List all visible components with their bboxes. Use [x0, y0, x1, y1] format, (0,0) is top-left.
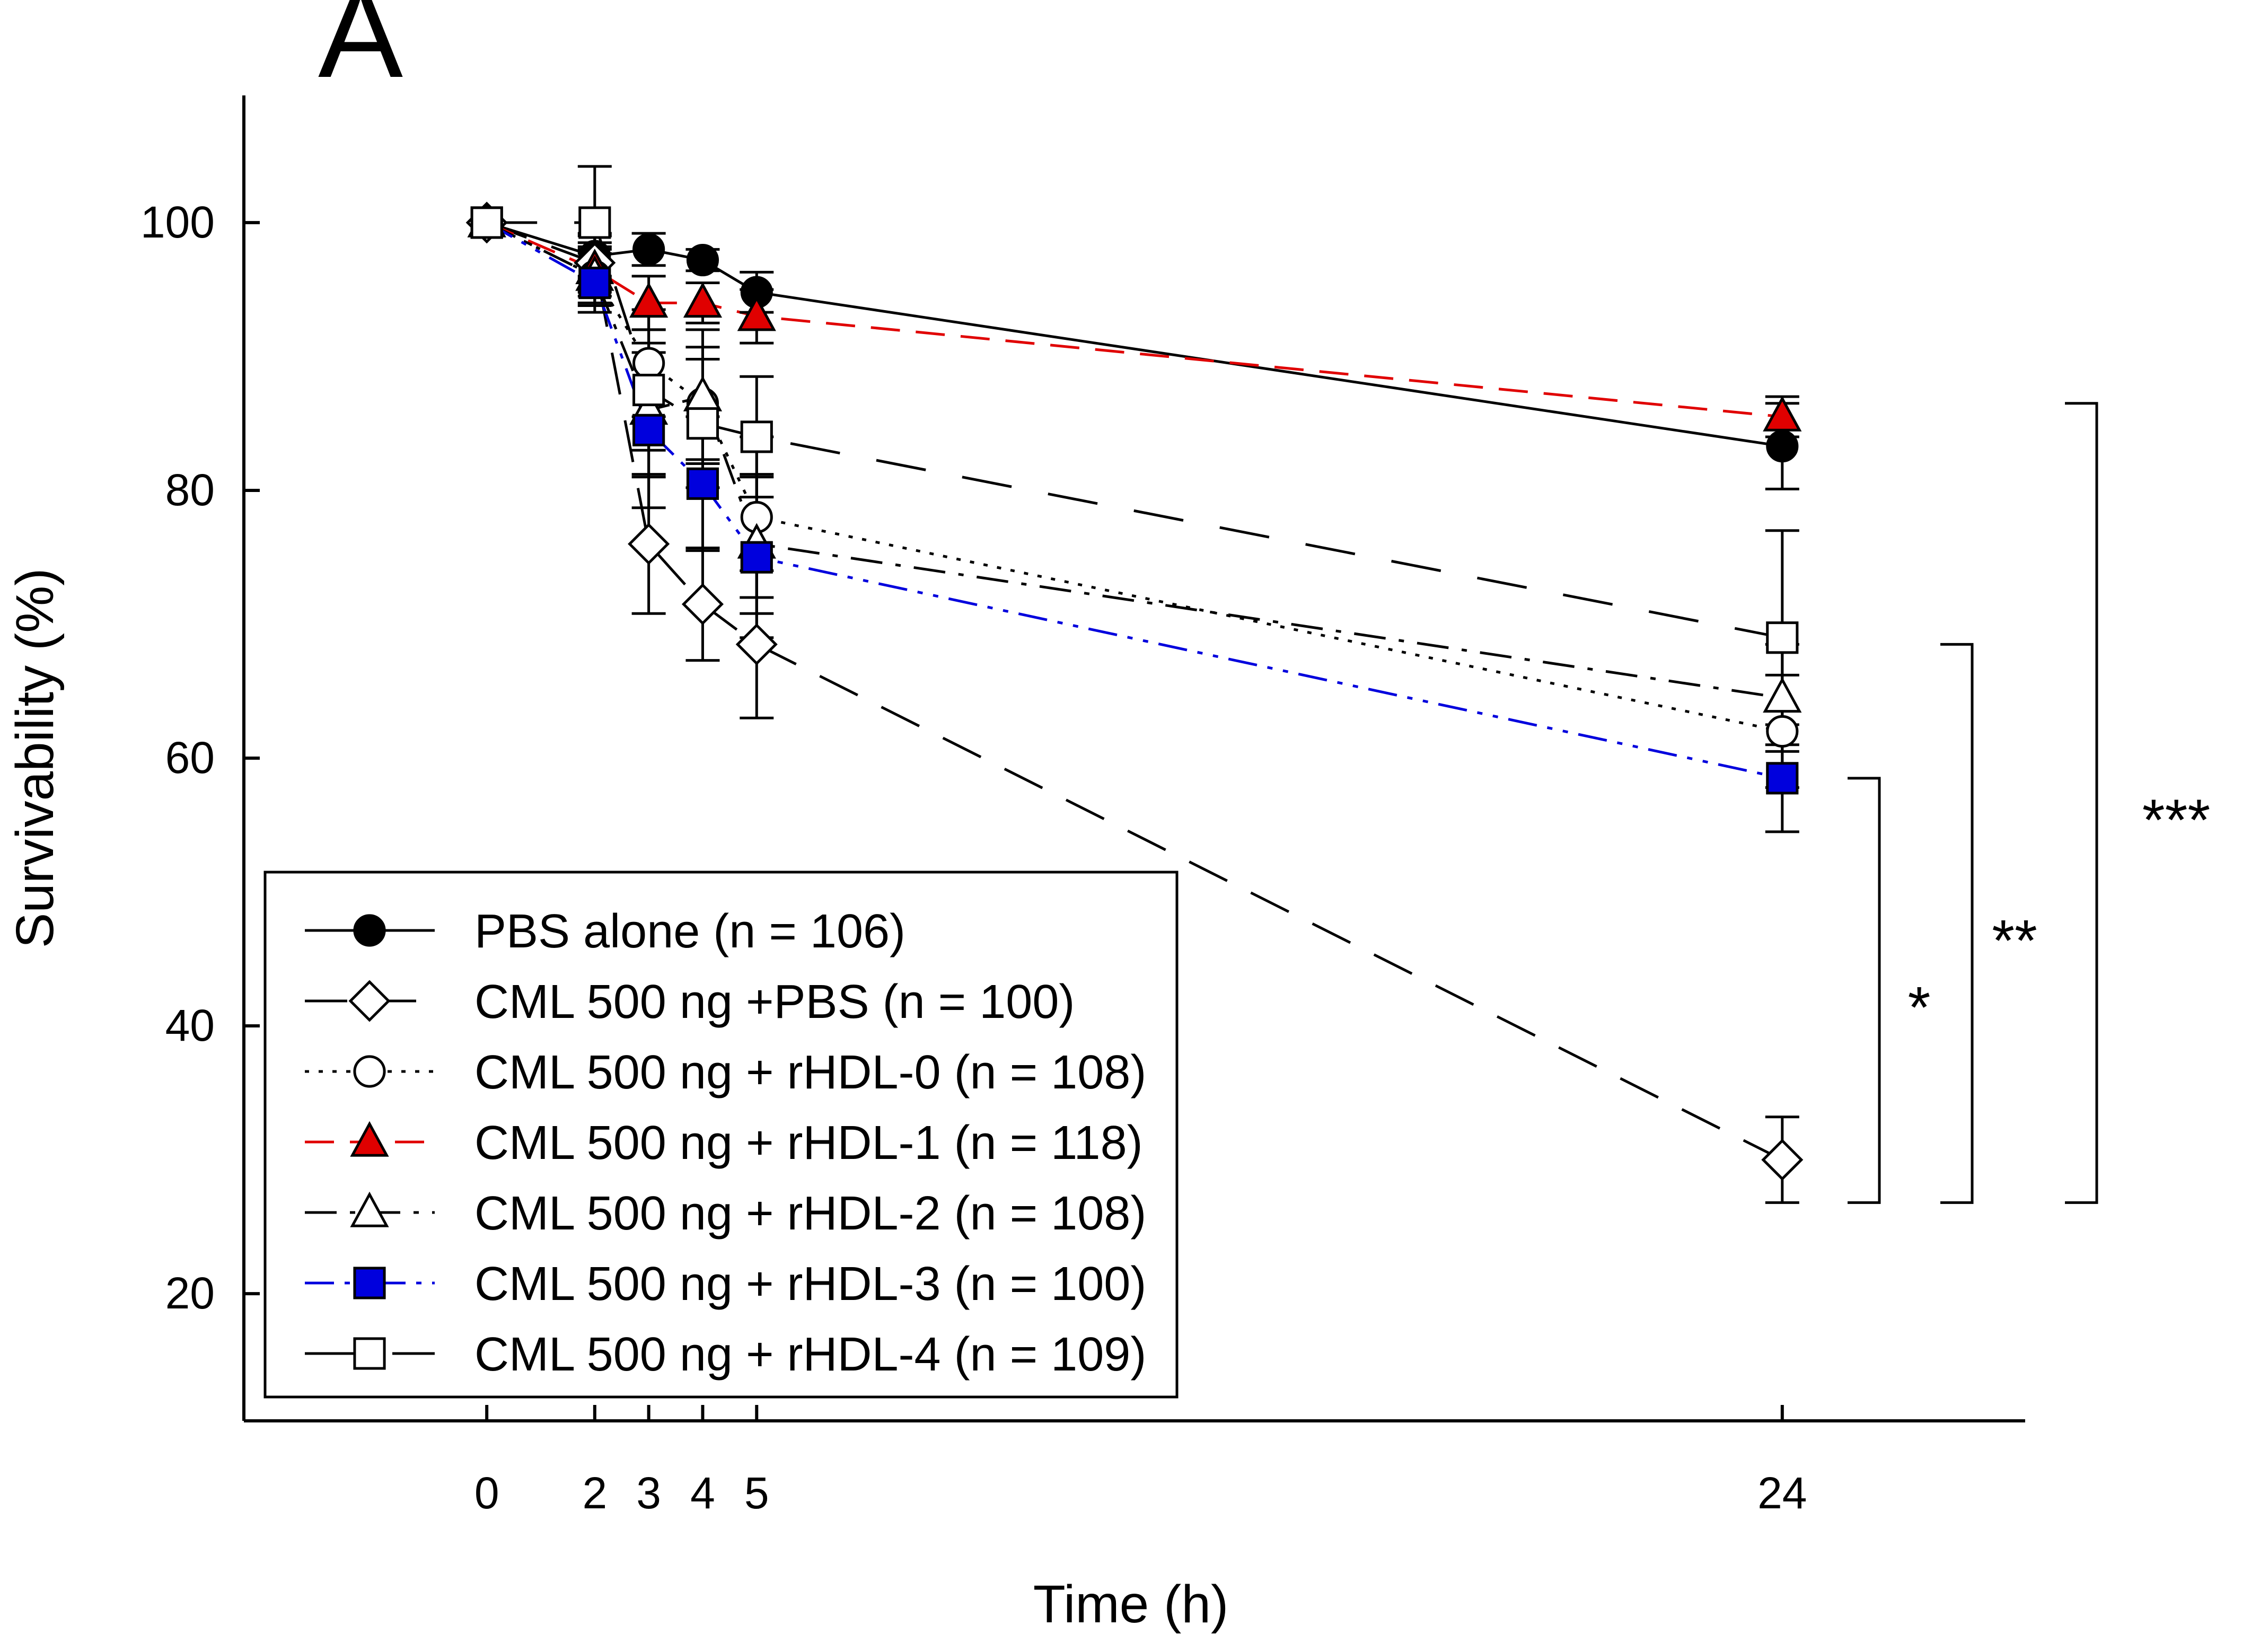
legend-label: PBS alone (n = 106): [474, 905, 905, 958]
significance-label: *: [1908, 975, 1931, 1040]
series-line: [487, 221, 1783, 639]
legend-label: CML 500 ng + rHDL-2 (n = 108): [474, 1187, 1146, 1240]
legend-marker: [353, 914, 386, 947]
data-point: [632, 373, 665, 407]
significance-label: **: [1992, 908, 2037, 973]
legend-box: [263, 871, 1179, 1399]
series-line: [486, 221, 1783, 780]
legend: PBS alone (n = 106) CML 500 ng +PBS (n = …: [263, 871, 1179, 1399]
data-point: [1763, 396, 1802, 432]
series-markers: [465, 201, 1804, 1181]
data-point: [470, 206, 503, 239]
data-point: [686, 244, 719, 277]
significance-label: ***: [2142, 788, 2210, 853]
significance-bracket: [1940, 643, 1974, 1204]
series-line: [486, 221, 1783, 448]
data-point: [632, 347, 665, 380]
data-point: [1766, 762, 1799, 795]
legend-label: CML 500 ng + rHDL-3 (n = 100): [474, 1258, 1146, 1311]
y-tick-label: 100: [140, 197, 215, 247]
x-tick-label: 0: [474, 1468, 499, 1518]
data-point: [578, 206, 611, 239]
legend-marker: [353, 1055, 386, 1088]
data-point: [1763, 676, 1802, 713]
legend-label: CML 500 ng +PBS (n = 100): [474, 976, 1075, 1029]
data-point: [740, 420, 773, 453]
data-point: [740, 541, 773, 574]
series-line: [486, 221, 1783, 1161]
data-point: [737, 295, 776, 331]
x-tick-label: 4: [690, 1468, 715, 1518]
data-point: [686, 407, 719, 440]
legend-marker: [350, 1191, 389, 1227]
data-point: [681, 583, 724, 626]
data-point: [683, 282, 723, 318]
data-point: [578, 266, 611, 300]
x-axis-title: Time (h): [1033, 1575, 1229, 1634]
legend-marker: [348, 980, 391, 1022]
y-tick-label: 40: [165, 1000, 215, 1050]
legend-label: CML 500 ng + rHDL-1 (n = 118): [474, 1117, 1143, 1170]
legend-label: CML 500 ng + rHDL-0 (n = 108): [474, 1046, 1146, 1099]
data-point: [632, 233, 665, 266]
legend-marker: [350, 1121, 389, 1157]
x-tick-label: 24: [1757, 1468, 1807, 1518]
significance-group: ******: [1848, 402, 2210, 1204]
data-point: [735, 623, 778, 665]
data-point: [632, 414, 665, 446]
series-line: [486, 221, 1783, 699]
significance-bracket: [1848, 777, 1881, 1204]
panel-label: A: [318, 0, 403, 104]
data-point: [1766, 430, 1799, 463]
y-tick-label: 60: [165, 733, 215, 783]
x-tick-label: 2: [582, 1468, 607, 1518]
legend-marker: [353, 1267, 386, 1299]
data-point: [628, 523, 670, 565]
y-tick-label: 20: [165, 1268, 215, 1318]
series-line: [486, 221, 1783, 733]
data-point: [686, 467, 719, 500]
significance-bracket: [2065, 402, 2098, 1204]
legend-marker: [353, 1337, 386, 1370]
x-tick-label: 5: [744, 1468, 769, 1518]
data-point: [1766, 621, 1799, 654]
x-tick-label: 3: [636, 1468, 661, 1518]
data-point: [1766, 715, 1799, 748]
y-axis-title: Survivability (%): [5, 568, 65, 948]
y-tick-label: 80: [165, 465, 215, 515]
legend-label: CML 500 ng + rHDL-4 (n = 109): [474, 1328, 1146, 1381]
data-point: [629, 282, 669, 318]
data-point: [1761, 1139, 1804, 1181]
tick-group: 20 40 60 80 100 0 2 3 4 5 24: [140, 197, 1807, 1518]
